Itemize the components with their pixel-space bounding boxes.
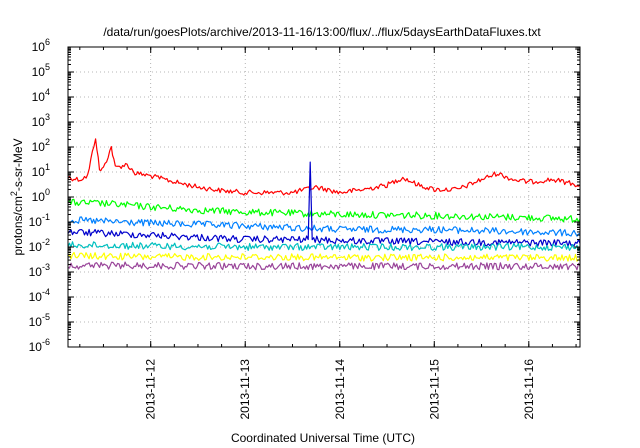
y-tick-label: 10-1 (29, 212, 50, 229)
series-line-1 (67, 198, 581, 223)
y-tick-base: 10 (29, 240, 43, 254)
y-tick-exponent: 1 (45, 162, 50, 172)
y-tick-exponent: -2 (42, 237, 50, 247)
y-tick-exponent: 6 (45, 37, 50, 47)
y-tick-label: 101 (32, 162, 50, 179)
x-tick-label: 2013-11-13 (238, 359, 252, 420)
y-tick-base: 10 (29, 290, 43, 304)
series-line-0 (67, 138, 581, 196)
tick-layer: 10-610-510-410-310-210-11001011021031041… (29, 37, 580, 420)
y-tick-exponent: -6 (42, 337, 50, 347)
x-tick-label: 2013-11-12 (144, 359, 158, 420)
y-tick-exponent: 4 (45, 87, 50, 97)
series-line-5 (67, 251, 581, 262)
y-tick-label: 10-6 (29, 337, 50, 354)
y-tick-label: 100 (32, 187, 50, 204)
y-tick-base: 10 (32, 65, 46, 79)
y-tick-exponent: -5 (42, 312, 50, 322)
y-axis-label-part1: protons/cm (11, 196, 25, 255)
grid-layer (68, 47, 580, 347)
y-tick-base: 10 (32, 190, 46, 204)
y-tick-label: 10-3 (29, 262, 50, 279)
y-tick-base: 10 (29, 340, 43, 354)
y-tick-exponent: 0 (45, 187, 50, 197)
y-tick-base: 10 (32, 165, 46, 179)
y-tick-base: 10 (32, 140, 46, 154)
x-tick-label: 2013-11-16 (522, 359, 536, 420)
y-tick-label: 103 (32, 112, 50, 129)
y-tick-label: 10-5 (29, 312, 50, 329)
y-tick-exponent: -1 (42, 212, 50, 222)
y-tick-label: 10-4 (29, 287, 50, 304)
y-tick-exponent: 3 (45, 112, 50, 122)
y-tick-base: 10 (32, 90, 46, 104)
x-axis-title: Coordinated Universal Time (UTC) (231, 431, 415, 445)
y-tick-exponent: -4 (42, 287, 50, 297)
y-axis-title: protons/cm2-s-sr-MeV (9, 138, 25, 255)
y-axis-label-superscript: 2 (9, 191, 19, 196)
y-tick-exponent: -3 (42, 262, 50, 272)
y-tick-label: 104 (32, 87, 50, 104)
series-line-2 (67, 216, 581, 237)
y-tick-base: 10 (29, 315, 43, 329)
y-tick-label: 102 (32, 137, 50, 154)
svg-text:protons/cm2-s-sr-MeV: protons/cm2-s-sr-MeV (9, 138, 25, 255)
x-tick-label: 2013-11-14 (333, 359, 347, 420)
series-line-3 (67, 161, 581, 248)
x-tick-label: 2013-11-15 (427, 359, 441, 420)
y-tick-base: 10 (29, 215, 43, 229)
y-axis-label-part2: -s-sr-MeV (11, 138, 25, 191)
y-tick-label: 10-2 (29, 237, 50, 254)
y-tick-base: 10 (32, 115, 46, 129)
series-line-4 (67, 241, 581, 252)
series-line-6 (67, 261, 581, 271)
y-tick-exponent: 5 (45, 62, 50, 72)
chart-title: /data/run/goesPlots/archive/2013-11-16/1… (103, 25, 541, 39)
series-layer (67, 138, 581, 271)
y-tick-exponent: 2 (45, 137, 50, 147)
y-tick-base: 10 (29, 265, 43, 279)
y-tick-label: 105 (32, 62, 50, 79)
y-tick-base: 10 (32, 40, 46, 54)
y-tick-label: 106 (32, 37, 50, 54)
